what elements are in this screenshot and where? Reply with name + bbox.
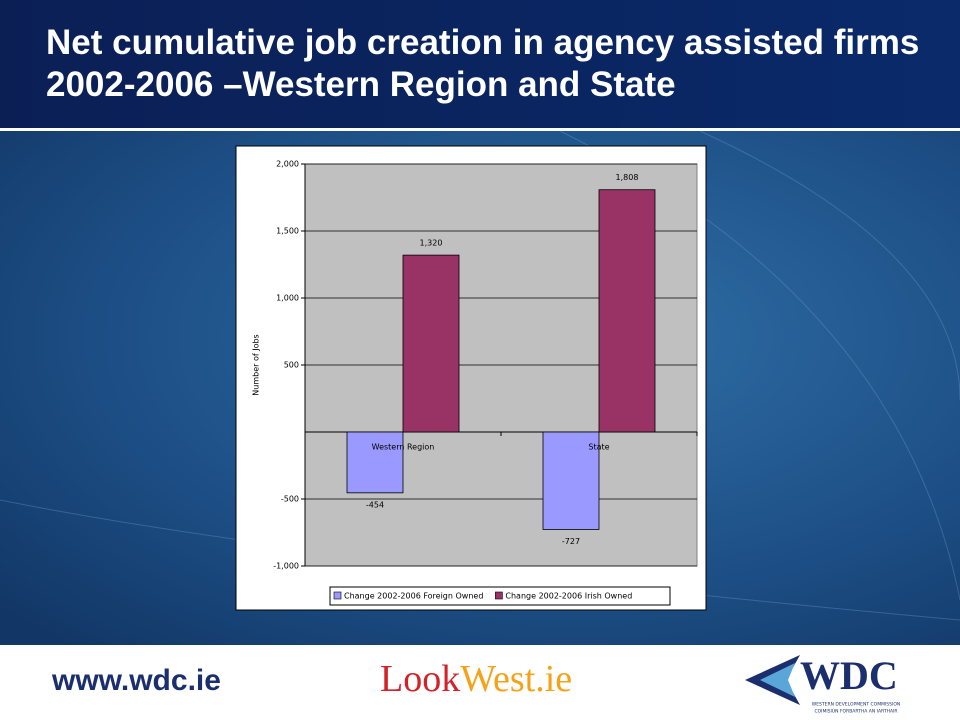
header-rule bbox=[0, 128, 960, 131]
lookwest-rest: West.ie bbox=[460, 658, 572, 700]
footer-url: www.wdc.ie bbox=[51, 664, 221, 697]
logo-line2: COIMISIÚN FORBARTHA AN IARTHAIR bbox=[814, 708, 897, 715]
x-tick-label: State bbox=[588, 443, 609, 452]
y-axis-label: Number of Jobs bbox=[252, 334, 261, 395]
y-tick-label: 1,000 bbox=[276, 294, 299, 303]
y-tick-label: 1,500 bbox=[276, 227, 299, 236]
legend-label: Change 2002-2006 Foreign Owned bbox=[344, 592, 483, 601]
bar bbox=[598, 189, 656, 433]
logo-arrow-inner bbox=[760, 663, 795, 697]
lookwest-look: Look bbox=[380, 658, 460, 700]
y-tick-label: -500 bbox=[281, 495, 299, 504]
y-tick-label: 500 bbox=[284, 361, 299, 370]
legend-label: Change 2002-2006 Irish Owned bbox=[505, 592, 632, 601]
y-tick-label: -1,000 bbox=[273, 562, 299, 571]
header-band bbox=[0, 0, 960, 128]
logo-line1: WESTERN DEVELOPMENT COMMISSION bbox=[812, 702, 901, 708]
y-tick-label: 2,000 bbox=[276, 160, 299, 169]
legend-swatch bbox=[495, 591, 503, 600]
legend: Change 2002-2006 Foreign Owned Change 200… bbox=[333, 591, 632, 601]
lookwest-logo: LookWest.ie bbox=[380, 658, 572, 700]
plot: -1,000 -500 500 1,000 1,500 2,000 -454 1,320 Wes… bbox=[273, 160, 698, 571]
x-tick-label: Western Region bbox=[372, 443, 435, 452]
logo-text: WDC bbox=[800, 653, 898, 698]
slide-title: Net cumulative job creation in agency as… bbox=[46, 23, 920, 104]
bar bbox=[402, 254, 460, 433]
legend-swatch bbox=[333, 591, 342, 600]
footer-band bbox=[0, 645, 960, 720]
value-label: -727 bbox=[562, 537, 580, 546]
value-label: -454 bbox=[366, 500, 384, 509]
bar bbox=[346, 431, 404, 494]
bar bbox=[542, 431, 600, 530]
value-label: 1,320 bbox=[420, 239, 443, 248]
value-label: 1,808 bbox=[616, 173, 639, 182]
